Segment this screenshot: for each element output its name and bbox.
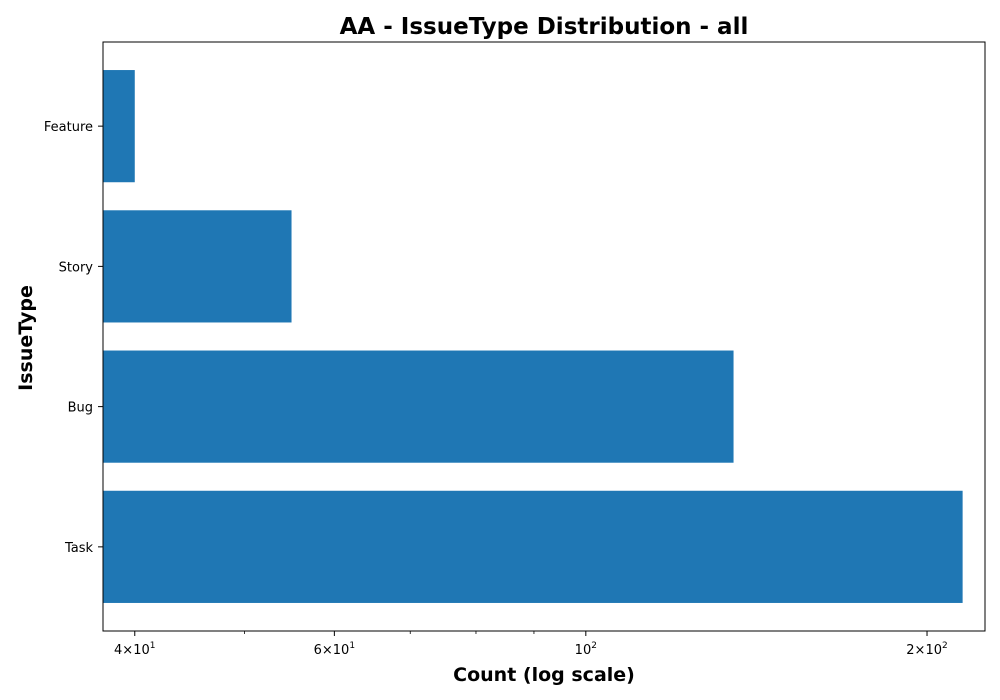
x-axis-label: Count (log scale) [453,664,635,686]
bar-bug [103,350,734,463]
bar-task [103,490,963,603]
bars-layer [103,70,963,603]
x-tick-label: 6×101 [314,641,355,658]
x-axis-ticks: 4×101 6×101 102 2×102 [114,631,948,658]
bar-feature [103,70,135,183]
y-tick-label: Bug [68,401,93,416]
y-tick-label: Task [64,541,94,556]
bar-story [103,210,292,323]
y-tick-label: Feature [44,120,93,135]
plot-frame [102,41,986,632]
y-tick-label: Story [59,260,94,275]
x-tick-label: 102 [575,641,597,658]
x-tick-label: 2×102 [906,641,947,658]
y-axis-ticks: Task Bug Story Feature [44,120,103,556]
chart-title: AA - IssueType Distribution - all [340,14,749,40]
y-axis-label: IssueType [15,285,37,391]
x-tick-label: 4×101 [114,641,155,658]
